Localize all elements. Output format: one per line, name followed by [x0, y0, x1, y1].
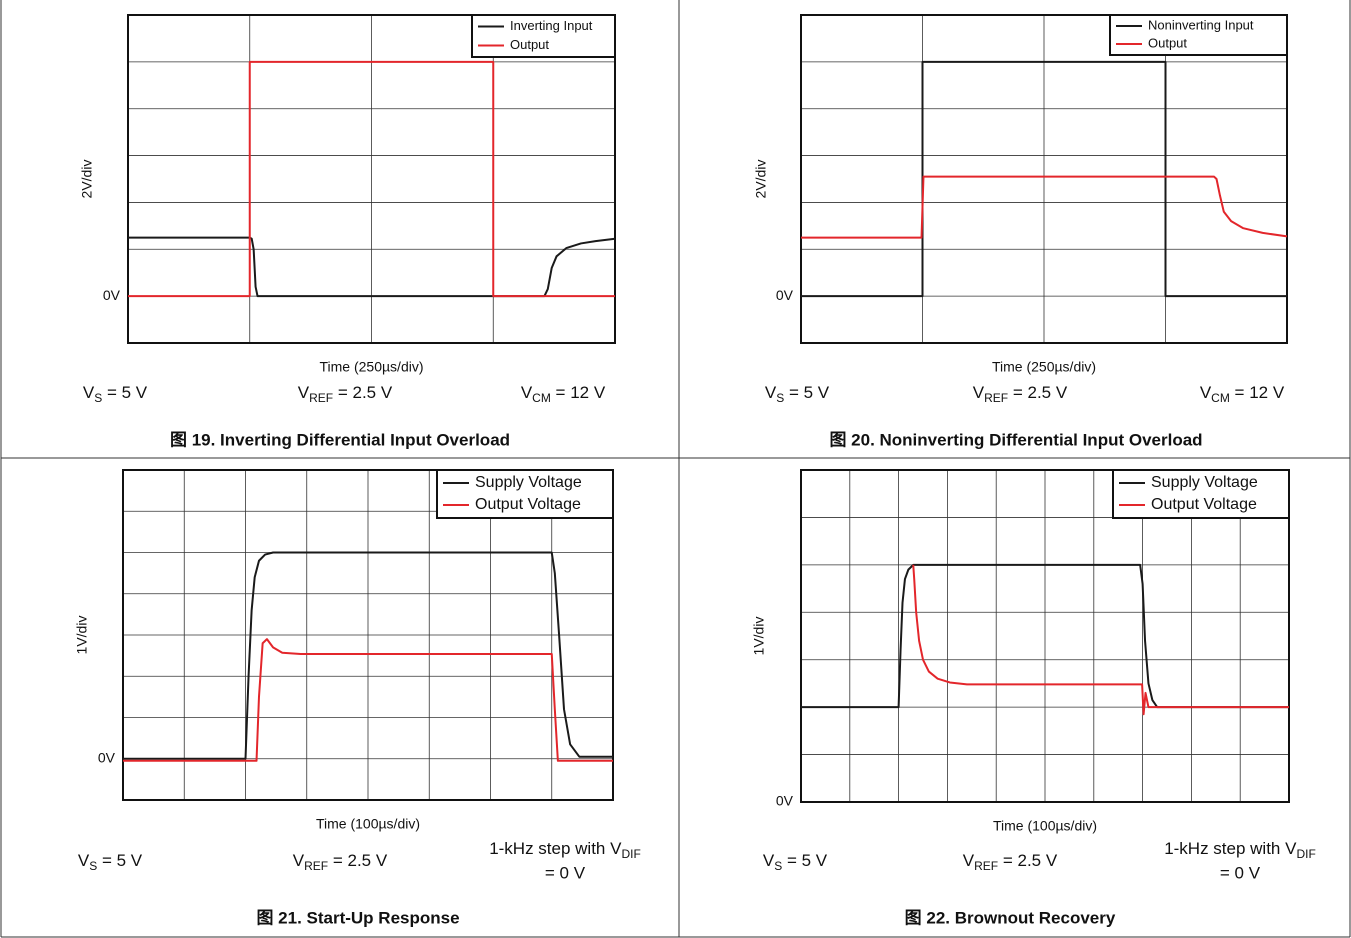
condition-symbol: V	[78, 851, 90, 870]
condition-value: = 5 V	[782, 851, 828, 870]
trace	[801, 60, 1287, 298]
figure-caption: 图 21. Start-Up Response	[256, 908, 459, 927]
legend-box	[436, 469, 614, 519]
condition: VS = 5 V	[765, 383, 830, 405]
x-axis-label: Time (100µs/div)	[316, 816, 420, 832]
legend-label: Output Voltage	[1151, 496, 1257, 513]
condition-subscript: S	[776, 391, 784, 405]
condition-subscript: S	[89, 859, 97, 873]
condition: VS = 5 V	[763, 851, 828, 873]
condition-value: = 0 V	[545, 863, 586, 882]
condition-subscript: DIF	[1296, 847, 1315, 861]
y-axis-label: 1V/div	[74, 616, 90, 655]
condition-subscript: REF	[304, 859, 328, 873]
condition-symbol: V	[521, 383, 533, 402]
legend-box	[1112, 469, 1290, 519]
condition-value: = 12 V	[551, 383, 606, 402]
condition-symbol: 1-kHz step with V	[489, 839, 622, 858]
condition-subscript: DIF	[621, 847, 640, 861]
condition-value: = 2.5 V	[328, 851, 388, 870]
trace	[128, 236, 616, 298]
condition-symbol: V	[963, 851, 975, 870]
legend-label: Noninverting Input	[1148, 17, 1254, 32]
condition-symbol: 1-kHz step with V	[1164, 839, 1297, 858]
y-tick-label: 0V	[776, 793, 794, 809]
condition: VCM = 12 V	[1200, 383, 1285, 405]
condition-subscript: REF	[984, 391, 1008, 405]
x-axis-label: Time (100µs/div)	[993, 818, 1097, 834]
plot-frame	[127, 14, 616, 344]
condition-symbol: V	[293, 851, 305, 870]
figure-caption: 图 22. Brownout Recovery	[905, 908, 1116, 927]
y-tick-label: 0V	[103, 287, 121, 303]
condition-value: = 2.5 V	[333, 383, 393, 402]
plot-frame	[800, 14, 1288, 344]
condition-subscript: S	[94, 391, 102, 405]
condition-value: = 0 V	[1220, 863, 1261, 882]
condition-symbol: V	[973, 383, 985, 402]
legend-label: Inverting Input	[510, 18, 593, 33]
condition-subscript: REF	[309, 391, 333, 405]
legend-label: Output	[510, 37, 549, 52]
legend-box	[1109, 14, 1288, 56]
legend-label: Output Voltage	[475, 496, 581, 513]
y-axis-label: 2V/div	[79, 160, 95, 199]
condition-value: = 2.5 V	[998, 851, 1058, 870]
condition: VCM = 12 V	[521, 383, 606, 405]
condition: VS = 5 V	[83, 383, 148, 405]
condition: 1-kHz step with VDIF	[489, 839, 641, 861]
condition-symbol: V	[1200, 383, 1212, 402]
legend-label: Supply Voltage	[1151, 474, 1258, 491]
x-axis-label: Time (250µs/div)	[319, 359, 423, 375]
condition: VREF = 2.5 V	[298, 383, 393, 405]
legend-label: Supply Voltage	[475, 474, 582, 491]
plot-frame	[800, 469, 1290, 803]
trace	[123, 551, 613, 760]
x-axis-label: Time (250µs/div)	[992, 359, 1096, 375]
condition-value: = 12 V	[1230, 383, 1285, 402]
condition-value: = 5 V	[97, 851, 143, 870]
trace	[801, 175, 1288, 239]
condition: 1-kHz step with VDIF	[1164, 839, 1316, 861]
y-tick-label: 0V	[776, 287, 794, 303]
condition-subscript: CM	[1211, 391, 1230, 405]
y-axis-label: 2V/div	[753, 160, 769, 199]
legend-label: Output	[1148, 35, 1187, 50]
condition-subscript: S	[774, 859, 782, 873]
condition-subscript: CM	[532, 391, 551, 405]
trace	[123, 638, 613, 762]
trace	[912, 564, 1289, 716]
condition-symbol: V	[763, 851, 775, 870]
condition-value: = 5 V	[102, 383, 148, 402]
condition-value: = 2.5 V	[1008, 383, 1068, 402]
condition-subscript: REF	[974, 859, 998, 873]
condition-symbol: V	[83, 383, 95, 402]
plot-frame	[122, 469, 614, 801]
y-axis-label: 1V/div	[751, 617, 767, 656]
y-tick-label: 0V	[98, 749, 116, 765]
condition: VREF = 2.5 V	[293, 851, 388, 873]
trace	[801, 563, 1289, 709]
condition: VREF = 2.5 V	[973, 383, 1068, 405]
condition-symbol: V	[765, 383, 777, 402]
figure-caption: 图 19. Inverting Differential Input Overl…	[170, 430, 510, 449]
trace	[128, 60, 615, 298]
condition-value: = 5 V	[784, 383, 830, 402]
condition: VREF = 2.5 V	[963, 851, 1058, 873]
figure-caption: 图 20. Noninverting Differential Input Ov…	[829, 430, 1202, 449]
condition: VS = 5 V	[78, 851, 143, 873]
condition-symbol: V	[298, 383, 310, 402]
legend-box	[471, 14, 616, 58]
